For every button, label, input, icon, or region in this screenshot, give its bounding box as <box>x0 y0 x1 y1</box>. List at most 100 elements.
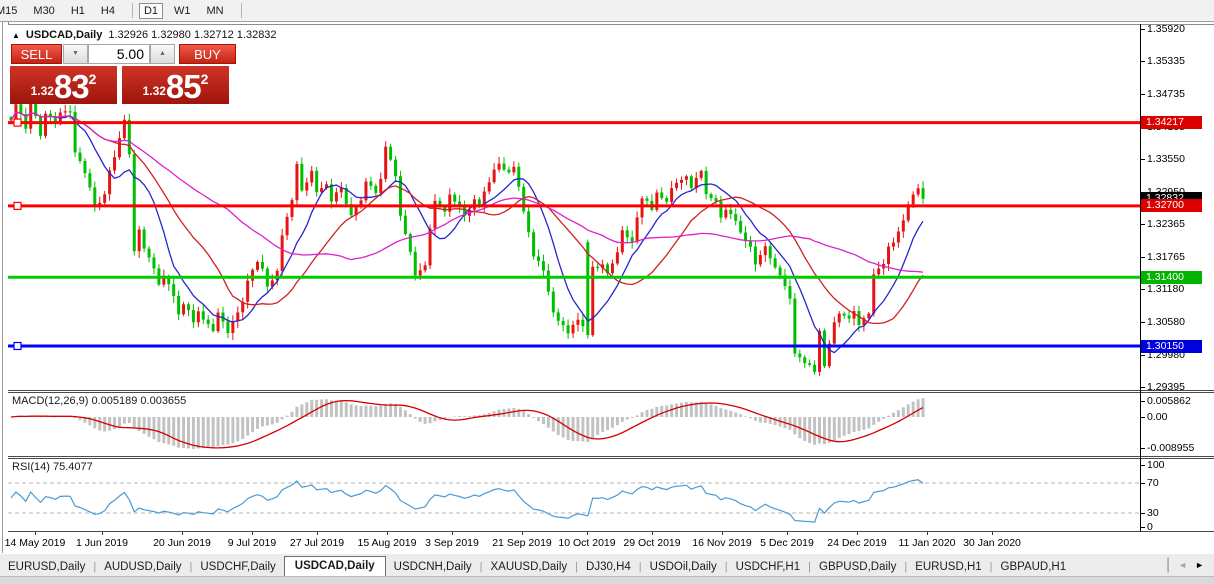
date-label: 27 Jul 2019 <box>289 537 345 549</box>
date-label: 1 Jun 2019 <box>76 537 128 549</box>
symbol-tab-bar: EURUSD,Daily | AUDUSD,Daily | USDCHF,Daily US… <box>0 553 1214 577</box>
price-axis-line <box>1140 24 1141 532</box>
hline-handle <box>13 118 22 127</box>
price-tick-mark <box>1140 289 1145 290</box>
tab-audusd-daily[interactable]: AUDUSD,Daily <box>104 561 182 573</box>
rsi-tick-label: 70 <box>1147 477 1159 489</box>
rsi-label: RSI(14) 75.4077 <box>12 461 93 473</box>
date-label: 29 Oct 2019 <box>623 537 681 549</box>
price-tick-label: 1.35920 <box>1147 23 1185 35</box>
price-badge-1.32700: 1.32700 <box>1141 199 1202 212</box>
sell-price-prefix: 1.32 <box>30 84 54 98</box>
timeframe-button-h4[interactable]: H4 <box>100 4 115 17</box>
date-tick-mark <box>722 532 723 535</box>
one-click-trade-panel: ▲ USDCAD,Daily 1.32926 1.32980 1.32712 1… <box>10 27 277 104</box>
price-tick-label: 1.33550 <box>1147 153 1185 165</box>
sell-button[interactable]: SELL <box>11 44 62 64</box>
macd-label: MACD(12,26,9) 0.005189 0.003655 <box>12 395 187 407</box>
buy-button[interactable]: BUY <box>179 44 236 64</box>
date-tick-mark <box>992 532 993 535</box>
main-chart-canvas[interactable] <box>8 25 1140 390</box>
date-tick-mark <box>102 532 103 535</box>
tab-separator: | <box>989 561 993 573</box>
timeframe-button-m15[interactable]: M15 <box>0 4 18 17</box>
buy-price-box[interactable]: 1.32 85 2 <box>122 66 229 104</box>
tab-xauusd-daily[interactable]: XAUUSD,Daily <box>490 561 568 573</box>
sell-price-pipette: 2 <box>88 71 97 87</box>
price-tick-mark <box>1140 322 1145 323</box>
tab-usdcnh-daily[interactable]: USDCNH,Daily <box>393 561 472 573</box>
rsi-tick-mark <box>1140 465 1145 466</box>
tab-usdcad-daily[interactable]: USDCAD,Daily <box>283 556 386 577</box>
tab-separator: | <box>189 561 193 573</box>
date-tick-mark <box>522 532 523 535</box>
macd-tick-label: 0.005862 <box>1147 395 1191 407</box>
date-label: 20 Jun 2019 <box>153 537 211 549</box>
tab-gbpaud-h1[interactable]: GBPAUD,H1 <box>1000 561 1067 573</box>
timeframe-button-w1[interactable]: W1 <box>174 4 191 17</box>
rsi-tick-label: 0 <box>1147 521 1153 533</box>
timeframe-button-d1[interactable]: D1 <box>138 2 163 19</box>
rsi-canvas[interactable] <box>8 459 1140 531</box>
sell-price-box[interactable]: 1.32 83 2 <box>10 66 117 104</box>
macd-tick-mark <box>1140 448 1145 449</box>
rsi-tick-mark <box>1140 513 1145 514</box>
price-badge-1.31400: 1.31400 <box>1141 271 1202 284</box>
splitter-macd[interactable] <box>8 390 1214 393</box>
tab-scroll-controls: | ◄ ► <box>1160 556 1214 577</box>
trade-panel-header[interactable]: ▲ USDCAD,Daily 1.32926 1.32980 1.32712 1… <box>10 27 277 43</box>
toolbar-separator <box>240 3 242 18</box>
price-tick-mark <box>1140 387 1145 388</box>
date-axis[interactable]: 14 May 2019 1 Jun 2019 20 Jun 2019 9 Jul 20… <box>5 532 1214 553</box>
splitter-rsi[interactable] <box>8 456 1214 459</box>
timeframe-button-mn[interactable]: MN <box>206 4 224 17</box>
price-tick-mark <box>1140 61 1145 62</box>
tab-separator: | <box>1166 556 1171 573</box>
price-tick-mark <box>1140 29 1145 30</box>
date-tick-mark <box>652 532 653 535</box>
timeframe-button-m30[interactable]: M30 <box>33 4 55 17</box>
bottom-strip <box>0 576 1214 584</box>
tab-dj30-h4[interactable]: DJ30,H4 <box>586 561 631 573</box>
date-label: 15 Aug 2019 <box>357 537 417 549</box>
macd-canvas[interactable] <box>8 393 1140 456</box>
tab-eurusd-h1[interactable]: EURUSD,H1 <box>915 561 982 573</box>
price-tick-label: 1.31180 <box>1147 283 1185 295</box>
rsi-tick-label: 30 <box>1147 507 1159 519</box>
hline-handle <box>13 341 22 351</box>
volume-input[interactable]: 5.00 <box>88 44 150 64</box>
volume-decrease-button[interactable]: ▼ <box>63 44 88 64</box>
macd-panel[interactable] <box>8 393 1140 456</box>
tab-usdoil-daily[interactable]: USDOil,Daily <box>649 561 717 573</box>
price-tick-mark <box>1140 159 1145 160</box>
rsi-panel[interactable] <box>8 459 1140 531</box>
date-label: 21 Sep 2019 <box>492 537 552 549</box>
collapse-triangle-icon[interactable]: ▲ <box>12 30 20 40</box>
tab-gbpusd-daily[interactable]: GBPUSD,Daily <box>819 561 897 573</box>
date-label: 16 Nov 2019 <box>692 537 752 549</box>
date-tick-mark <box>387 532 388 535</box>
hline-handle <box>13 201 22 210</box>
price-tick-label: 1.35335 <box>1147 55 1185 67</box>
price-tick-label: 1.29395 <box>1147 381 1185 393</box>
tab-usdchf-h1[interactable]: USDCHF,H1 <box>735 561 801 573</box>
price-tick-label: 1.31765 <box>1147 251 1185 263</box>
tab-separator: | <box>724 561 728 573</box>
macd-tick-label: -0.008955 <box>1147 442 1195 454</box>
date-label: 24 Dec 2019 <box>827 537 887 549</box>
timeframe-button-h1[interactable]: H1 <box>70 4 85 17</box>
rsi-tick-mark <box>1140 483 1145 484</box>
tab-separator: | <box>808 561 811 573</box>
volume-increase-button[interactable]: ▲ <box>150 44 175 64</box>
chart-bottom-border <box>8 531 1214 532</box>
date-tick-mark <box>35 532 36 535</box>
tab-scroll-left-icon[interactable]: ◄ <box>1178 560 1188 570</box>
macd-tick-mark <box>1140 401 1145 402</box>
date-tick-mark <box>452 532 453 535</box>
date-tick-mark <box>857 532 858 535</box>
rsi-tick-mark <box>1140 527 1145 528</box>
tab-usdchf-daily[interactable]: USDCHF,Daily <box>200 561 276 573</box>
trade-panel-symbol: USDCAD,Daily <box>25 29 103 41</box>
tab-scroll-right-icon[interactable]: ► <box>1195 560 1204 570</box>
tab-eurusd-daily[interactable]: EURUSD,Daily <box>8 561 86 573</box>
